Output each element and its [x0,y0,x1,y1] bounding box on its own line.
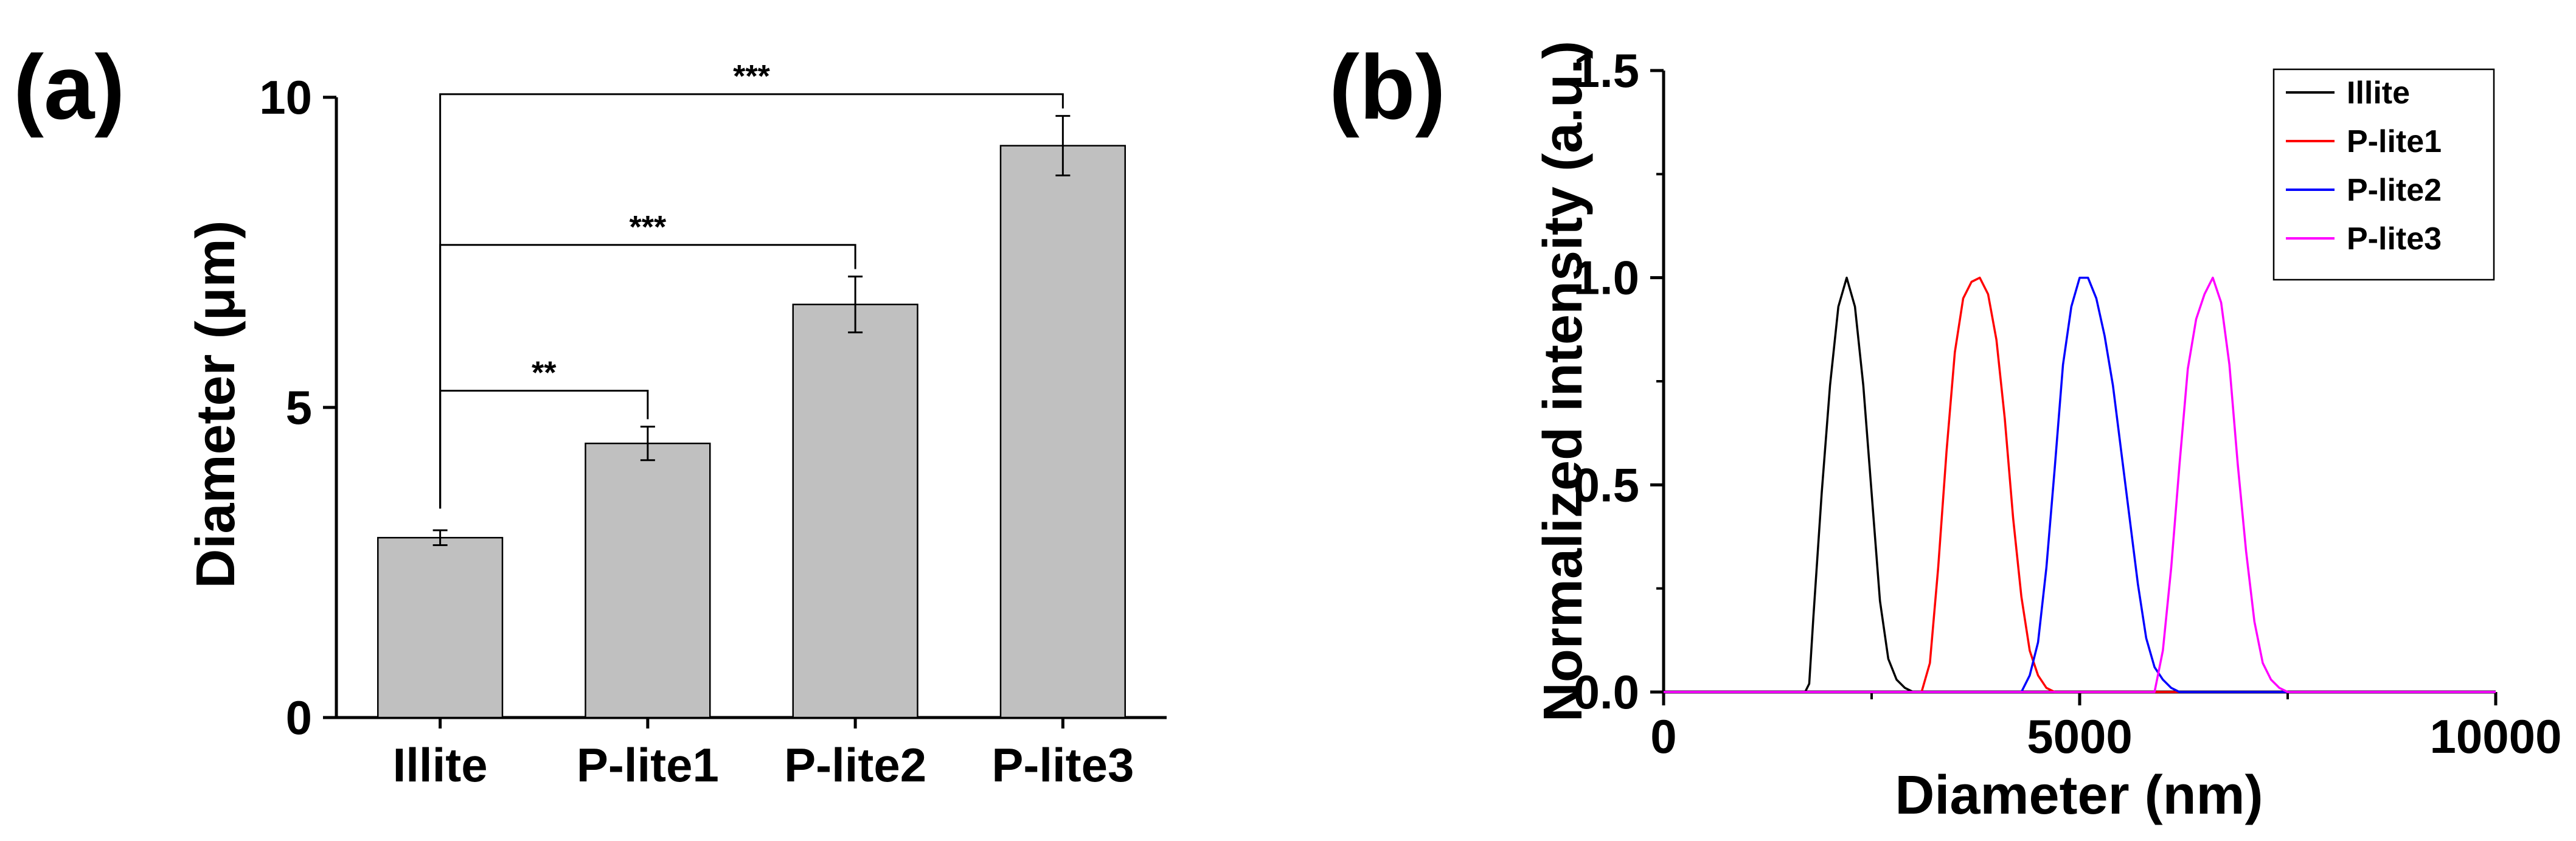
bar-y-tick-label: 0 [286,691,312,744]
bar [585,442,711,719]
series-line-illite [1664,276,2496,693]
significance-label: *** [733,59,770,94]
legend-label: P-lite1 [2347,124,2442,159]
line-x-axis-title: Diameter (nm) [1895,765,2263,826]
significance-brackets: ******** [439,59,1064,509]
bar-x-tick-label: P-lite3 [991,738,1134,792]
legend-label: Illite [2347,75,2410,111]
bar-x-tick-label: Illite [393,738,488,792]
bar-x-tick-labels: Illite P-lite1 P-lite2 P-lite3 [393,718,1134,792]
line-chart-panel: 0.0 0.5 1.0 1.5 0 5000 10000 Diameter (nm) No… [1533,41,2561,826]
legend-box [2272,68,2495,281]
line-y-tick-label: 1.5 [1574,44,1639,97]
bar [792,303,918,719]
panel-label-a: (a) [13,36,125,138]
line-y-axis-title: Normalized intensity (a.u.) [1533,41,1594,722]
series-line-p-lite2 [1664,276,2496,693]
bar-x-tick-label: P-lite2 [784,738,926,792]
significance-label: *** [630,210,667,245]
line-y-tick-label: 0.5 [1574,458,1639,511]
line-series [1664,276,2496,693]
significance-label: ** [532,355,557,390]
series-line-p-lite1 [1664,276,2496,693]
significance-bracket [439,93,1064,509]
line-y-tick-label: 1.0 [1574,251,1639,305]
line-x-ticks: 0 5000 10000 [1650,692,2561,763]
legend-label: P-lite2 [2347,173,2442,208]
bar [377,536,504,719]
line-x-tick-label: 5000 [2027,710,2133,763]
line-y-tick-label: 0.0 [1574,665,1639,719]
panel-label-b: (b) [1329,36,1446,138]
bar-x-tick-label: P-lite1 [577,738,719,792]
legend-label: P-lite3 [2347,221,2442,257]
series-line-p-lite3 [1664,276,2496,693]
bar-y-tick-label: 5 [286,381,312,434]
bar-y-axis-title: Diameter (μm) [186,220,246,588]
legend: Illite P-lite1 P-lite2 P-lite3 [2272,68,2495,281]
line-x-tick-label: 0 [1650,710,1676,763]
bar-y-ticks: 0 5 10 [259,71,336,744]
line-y-ticks: 0.0 0.5 1.0 1.5 [1574,44,1664,719]
bar [999,145,1126,719]
line-x-tick-label: 10000 [2430,710,2562,763]
bar-series [377,115,1126,719]
bar-y-tick-label: 10 [259,71,312,124]
